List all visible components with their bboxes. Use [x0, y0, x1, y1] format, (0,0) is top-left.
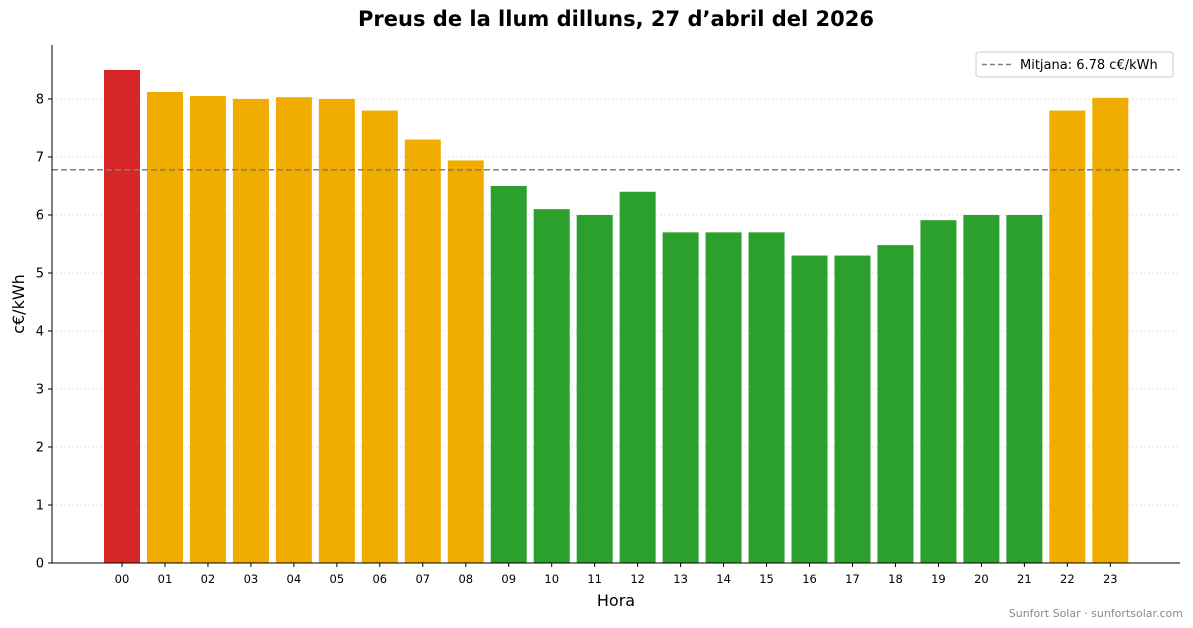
bar-10	[533, 209, 570, 564]
x-tick-label: 16	[802, 572, 817, 586]
x-tick-label: 23	[1103, 572, 1118, 586]
x-tick-label: 17	[845, 572, 860, 586]
bar-22	[1049, 110, 1086, 563]
bar-19	[920, 220, 957, 563]
x-tick-label: 07	[415, 572, 430, 586]
bar-15	[748, 232, 785, 564]
bar-08	[447, 160, 484, 564]
bar-18	[877, 245, 914, 564]
bar-12	[619, 191, 656, 563]
x-tick-label: 10	[544, 572, 559, 586]
y-tick-label: 1	[36, 498, 44, 513]
legend-average-label: Mitjana: 6.78 c€/kWh	[1020, 58, 1158, 73]
bar-09	[490, 185, 527, 563]
bar-06	[361, 110, 398, 563]
y-ticks: 0 1 2 3 4 5 6 7 8	[36, 92, 52, 572]
bar-13	[662, 232, 699, 564]
x-tick-label: 22	[1060, 572, 1075, 586]
y-tick-label: 8	[36, 92, 44, 107]
x-tick-label: 21	[1017, 572, 1032, 586]
bar-11	[576, 214, 613, 563]
x-tick-label: 15	[759, 572, 774, 586]
y-tick-label: 6	[36, 208, 44, 223]
y-tick-label: 3	[36, 382, 44, 397]
bar-17	[834, 255, 871, 563]
bars	[104, 69, 1129, 564]
bar-03	[232, 98, 269, 563]
x-tick-label: 05	[330, 572, 345, 586]
bar-00	[104, 69, 140, 564]
x-tick-label: 20	[974, 572, 989, 586]
x-tick-label: 01	[158, 572, 173, 586]
x-tick-label: 02	[201, 572, 216, 586]
chart-title: Preus de la llum dilluns, 27 d’abril del…	[358, 7, 874, 31]
bar-07	[404, 139, 441, 563]
x-tick-label: 08	[458, 572, 473, 586]
bar-01	[146, 91, 183, 563]
x-tick-label: 13	[673, 572, 688, 586]
legend-box	[975, 51, 1174, 78]
bar-02	[189, 96, 226, 564]
footer-credit: Sunfort Solar · sunfortsolar.com	[1009, 607, 1183, 620]
y-tick-label: 2	[36, 440, 44, 455]
bar-05	[318, 98, 355, 563]
x-tick-label: 03	[244, 572, 259, 586]
y-tick-label: 5	[36, 266, 44, 281]
x-tick-label: 09	[501, 572, 516, 586]
x-tick-label: 12	[630, 572, 645, 586]
axes	[51, 45, 1180, 564]
bar-20	[963, 214, 1000, 563]
bar-21	[1006, 214, 1043, 563]
x-tick-label: 06	[372, 572, 387, 586]
bar-23	[1092, 97, 1129, 563]
x-tick-label: 00	[115, 572, 130, 586]
x-tick-label: 18	[888, 572, 903, 586]
y-tick-label: 7	[36, 150, 44, 165]
x-tick-label: 19	[931, 572, 946, 586]
bar-14	[705, 232, 742, 564]
y-tick-label: 4	[36, 324, 44, 339]
x-ticks: 00 01 02 03 04 05 06 07 08 09 10 11 12 13 14 15 16 17 18 19…	[115, 563, 1118, 586]
x-tick-label: 11	[587, 572, 602, 586]
bar-04	[275, 97, 312, 563]
y-tick-label: 0	[36, 557, 44, 572]
x-axis-label: Hora	[597, 591, 635, 610]
bar-16	[791, 255, 828, 563]
legend: Mitjana: 6.78 c€/kWh	[975, 51, 1174, 78]
y-axis-label: c€/kWh	[9, 274, 28, 334]
x-tick-label: 14	[716, 572, 731, 586]
x-tick-label: 04	[287, 572, 302, 586]
